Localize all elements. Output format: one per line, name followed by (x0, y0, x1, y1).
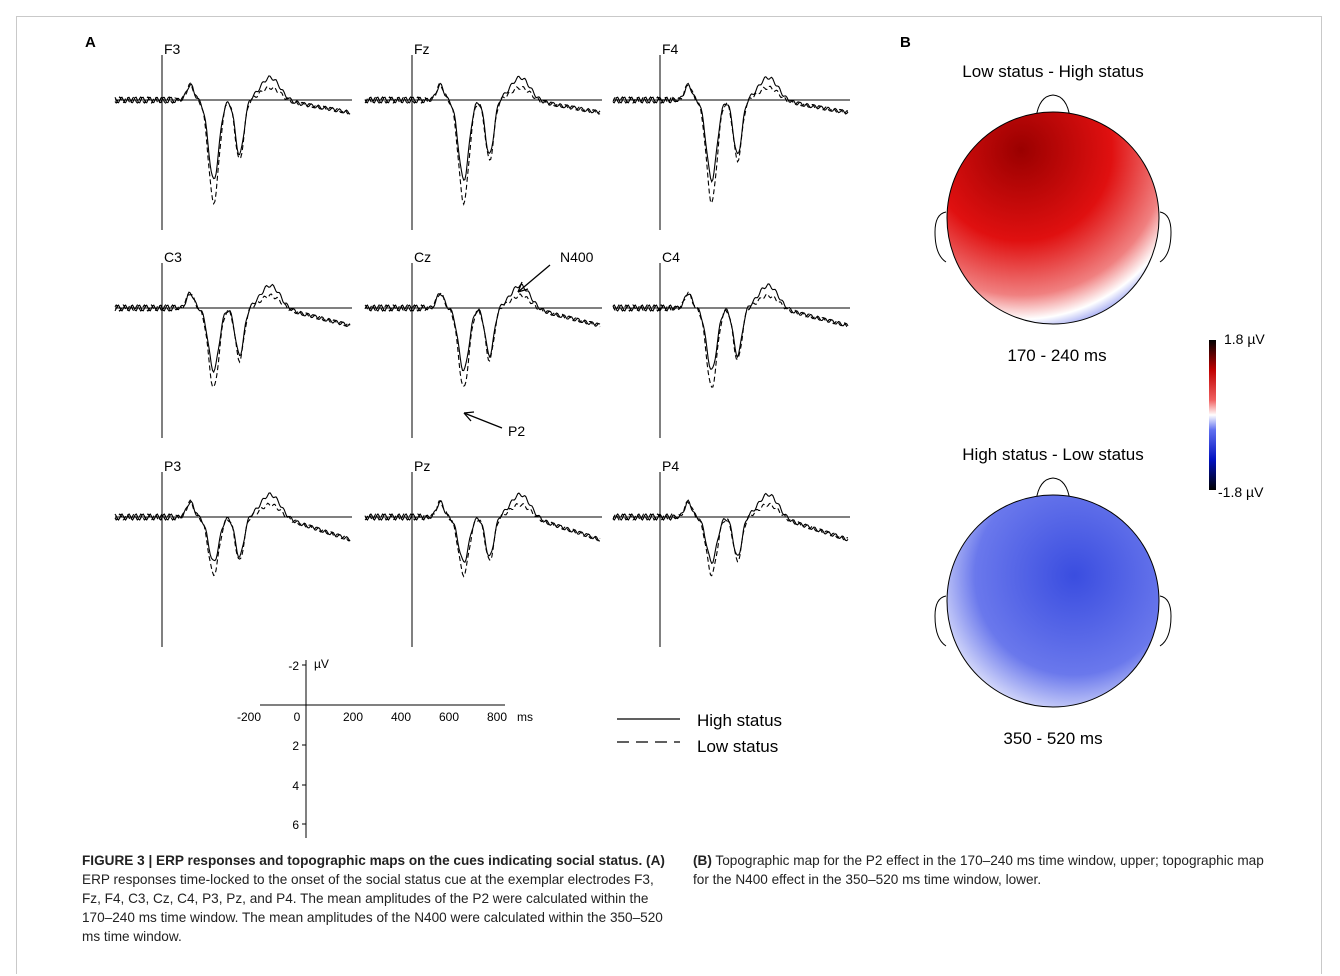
caption-b-text: Topographic map for the P2 effect in the… (693, 853, 1264, 887)
erp-plot-pz: Pz (364, 458, 602, 647)
caption-title: FIGURE 3 | ERP responses and topographic… (82, 853, 643, 868)
topomap-p2: Low status - High status 170 - 240 ms (934, 62, 1172, 365)
p2-label: P2 (508, 423, 525, 439)
erp-plot-p4: P4 (612, 458, 850, 647)
right-ear-icon (1159, 211, 1172, 263)
x-tick-0: 0 (294, 710, 301, 724)
figure-graphic: A B F3 Fz F4 C3 Cz C4 P3 Pz P4 N400 P2 -2 µV 2 4… (85, 34, 1265, 838)
map-title-n400: High status - Low status (962, 445, 1143, 464)
erp-trace-low (364, 292, 601, 387)
caption-a-tag: (A) (646, 853, 665, 868)
legend-high-status: High status (697, 711, 782, 730)
y-tick-neg2: -2 (288, 659, 299, 673)
map-window-n400: 350 - 520 ms (1003, 729, 1102, 748)
caption-left: FIGURE 3 | ERP responses and topographic… (82, 851, 667, 946)
n400-label: N400 (560, 249, 594, 265)
erp-plot-c3: C3 (114, 249, 352, 438)
erp-plot-f3: F3 (114, 41, 352, 230)
electrode-label-c4: C4 (662, 249, 680, 265)
erp-trace-high (612, 283, 849, 370)
erp-trace-low (114, 82, 351, 206)
head-map-p2 (946, 111, 1160, 325)
erp-trace-high (114, 75, 351, 180)
electrode-label-f3: F3 (164, 41, 181, 57)
right-ear-icon (1159, 595, 1172, 647)
head-map-n400 (946, 494, 1160, 708)
erp-plot-c4: C4 (612, 249, 850, 438)
n400-annotation: N400 (517, 249, 594, 293)
electrode-label-cz: Cz (414, 249, 431, 265)
erp-trace-low (114, 293, 351, 388)
erp-trace-low (364, 500, 601, 578)
x-tick-600: 600 (439, 710, 459, 724)
x-tick-neg200: -200 (237, 710, 261, 724)
p2-annotation: P2 (463, 411, 525, 439)
left-ear-icon (934, 211, 947, 263)
caption-right: (B) Topographic map for the P2 effect in… (693, 851, 1278, 889)
electrode-label-fz: Fz (414, 41, 430, 57)
y-tick-2: 2 (292, 739, 299, 753)
caption-a-text: ERP responses time-locked to the onset o… (82, 872, 663, 944)
erp-trace-high (114, 283, 351, 374)
x-tick-200: 200 (343, 710, 363, 724)
colorbar-strip (1209, 340, 1216, 490)
panel-a-label: A (85, 34, 96, 51)
caption-b-tag: (B) (693, 853, 712, 868)
x-tick-400: 400 (391, 710, 411, 724)
colorbar: 1.8 µV -1.8 µV (1209, 331, 1265, 500)
erp-plot-f4: F4 (612, 41, 850, 230)
electrode-label-c3: C3 (164, 249, 182, 265)
legend-low-status: Low status (697, 737, 778, 756)
x-tick-800: 800 (487, 710, 507, 724)
erp-trace-low (612, 500, 849, 577)
y-tick-6: 6 (292, 818, 299, 832)
figure-frame (16, 16, 1322, 974)
erp-plot-p3: P3 (114, 458, 352, 647)
scale-bar: -2 µV 2 4 6 -200 0 200 400 600 800 ms (237, 657, 533, 838)
left-ear-icon (934, 595, 947, 647)
legend: High status Low status (617, 711, 782, 756)
topomap-n400: High status - Low status 350 - 520 ms (934, 445, 1172, 748)
erp-plot-fz: Fz (364, 41, 602, 230)
electrode-label-f4: F4 (662, 41, 679, 57)
erp-plot-cz: Cz (364, 249, 602, 438)
map-title-p2: Low status - High status (962, 62, 1143, 81)
erp-trace-low (114, 499, 351, 577)
erp-trace-low (612, 84, 849, 205)
colorbar-min: -1.8 µV (1218, 484, 1264, 500)
erp-trace-high (364, 283, 601, 372)
erp-trace-low (612, 291, 849, 388)
erp-grid: F3 Fz F4 C3 Cz C4 P3 Pz P4 (114, 41, 850, 647)
y-unit: µV (314, 657, 329, 671)
x-unit: ms (517, 710, 533, 724)
colorbar-max: 1.8 µV (1224, 331, 1265, 347)
erp-trace-low (364, 83, 601, 206)
map-window-p2: 170 - 240 ms (1007, 346, 1106, 365)
panel-b-label: B (900, 34, 911, 51)
erp-trace-high (364, 75, 601, 181)
electrode-label-pz: Pz (414, 458, 430, 474)
electrode-label-p4: P4 (662, 458, 679, 474)
y-tick-4: 4 (292, 779, 299, 793)
erp-trace-high (612, 76, 849, 183)
electrode-label-p3: P3 (164, 458, 181, 474)
